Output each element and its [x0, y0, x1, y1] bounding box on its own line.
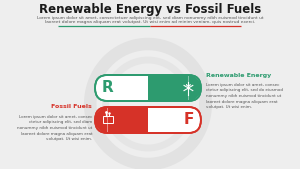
Text: Fossil Fuels: Fossil Fuels — [51, 104, 92, 110]
FancyBboxPatch shape — [95, 75, 201, 101]
Text: laoreet dolore magna aliquam erat volutpat. Ut wisi enim ad minim veniam, quis n: laoreet dolore magna aliquam erat volutp… — [45, 20, 255, 24]
Text: Renewable Energy vs Fossil Fuels: Renewable Energy vs Fossil Fuels — [39, 4, 261, 17]
Text: R: R — [102, 80, 113, 95]
Text: Lorem ipsum dolor sit amet, consec
ctetur adipiscing elit, sed diam
nonummy nibh: Lorem ipsum dolor sit amet, consec ctetu… — [17, 115, 92, 141]
Text: F: F — [183, 113, 194, 127]
Text: Lorem ipsum dolor sit amet, consectetuer adipiscing elit, sed diam nonummy nibh : Lorem ipsum dolor sit amet, consectetuer… — [37, 16, 263, 20]
FancyBboxPatch shape — [95, 107, 201, 133]
Wedge shape — [188, 75, 201, 101]
Circle shape — [187, 87, 190, 89]
Wedge shape — [95, 107, 107, 133]
FancyBboxPatch shape — [107, 107, 148, 133]
Text: Lorem ipsum dolor sit amet, consec
ctetur adipiscing elit, sed do eiusmod
nonumm: Lorem ipsum dolor sit amet, consec ctetu… — [206, 83, 283, 109]
Text: Renewable Energy: Renewable Energy — [206, 73, 271, 78]
FancyBboxPatch shape — [148, 75, 188, 101]
